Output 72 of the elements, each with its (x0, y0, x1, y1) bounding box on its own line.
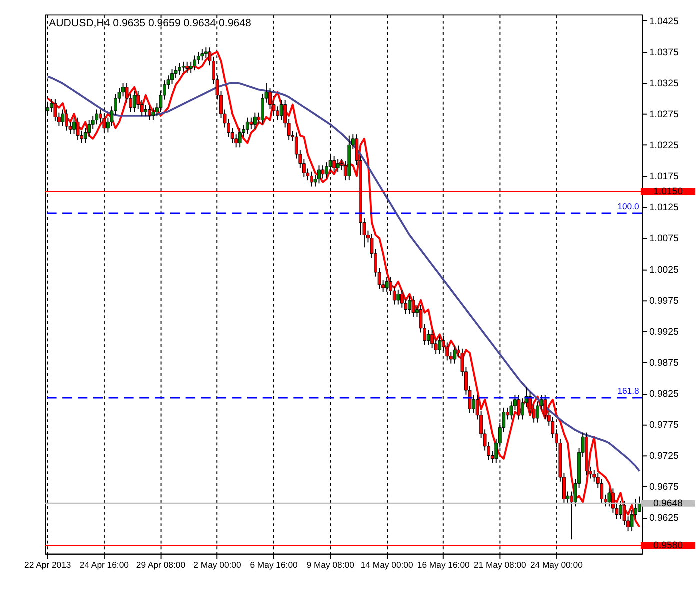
y-tick-label: 1.0025 (649, 264, 679, 276)
candlestick (412, 296, 416, 318)
x-tick-label: 24 May 00:00 (530, 560, 584, 570)
candlestick (186, 61, 190, 74)
candlestick (148, 104, 152, 121)
candlestick (65, 109, 68, 132)
x-tick-label: 14 May 00:00 (360, 560, 414, 570)
candlestick (321, 165, 325, 180)
candlestick (144, 104, 148, 118)
candlestick (246, 117, 250, 134)
candlestick (132, 90, 136, 113)
x-tick-label: 22 Apr 2013 (24, 560, 72, 570)
candlestick (280, 100, 284, 121)
x-tick-label: 2 May 00:00 (194, 560, 242, 570)
candlestick (178, 62, 182, 76)
candlestick (152, 107, 156, 121)
x-tick-label: 29 Apr 08:00 (136, 560, 186, 570)
y-tick-label: 1.0425 (649, 16, 679, 28)
annotation: 161.8 (618, 386, 640, 396)
candlestick (174, 66, 178, 79)
candlestick (426, 330, 430, 346)
y-tick-label: 0.9875 (649, 358, 679, 369)
y-tick-label: 1.0125 (649, 202, 679, 214)
x-tick-label: 24 Apr 16:00 (80, 560, 130, 570)
candlestick (54, 98, 58, 122)
line-series (46, 76, 641, 472)
chart-title: AUDUSD,H4 0.9635 0.9659 0.9634 0.9648 (49, 17, 252, 30)
line-series (46, 51, 641, 528)
candlestick (76, 117, 80, 141)
candlestick (72, 117, 76, 134)
y-tick-label: 1.0175 (649, 172, 679, 183)
candlestick (250, 117, 254, 130)
ref-line-label: 0.9580 (654, 540, 683, 552)
candlestick (204, 47, 208, 59)
y-tick-label: 0.9675 (649, 482, 679, 494)
y-tick-label: 0.9775 (649, 420, 679, 432)
candlestick (95, 109, 99, 126)
x-tick-label: 9 May 08:00 (306, 560, 355, 570)
y-tick-label: 1.0375 (649, 47, 679, 58)
y-tick-label: 1.0275 (649, 109, 679, 120)
y-tick-label: 0.9725 (649, 451, 679, 462)
candlestick (619, 500, 622, 520)
candlestick (238, 128, 242, 148)
x-tick-label: 16 May 16:00 (417, 560, 470, 570)
x-tick-label: 6 May 16:00 (250, 560, 298, 570)
candlestick (318, 165, 321, 184)
y-tick-label: 0.9975 (649, 296, 679, 307)
candlestick (608, 488, 612, 508)
candlestick (200, 49, 204, 62)
candlestick (182, 61, 186, 72)
ref-line-label: 1.0150 (654, 186, 683, 198)
y-tick-label: 0.9825 (649, 389, 679, 400)
candlestick (61, 109, 65, 127)
candlestick (453, 345, 457, 364)
candlestick (517, 395, 521, 420)
y-tick-label: 0.9925 (649, 326, 679, 338)
candlestick (332, 156, 336, 173)
y-tick-label: 1.0325 (649, 78, 679, 90)
candlestick (253, 112, 257, 130)
annotation: 100.0 (618, 202, 640, 212)
candlestick (170, 68, 174, 85)
candlestick (408, 296, 412, 315)
ref-line-label: 0.9648 (654, 498, 683, 510)
candlestick (438, 336, 442, 355)
y-tick-label: 1.0225 (649, 140, 679, 152)
candlestick (396, 289, 400, 306)
y-tick-label: 0.9625 (649, 513, 679, 524)
candlestick (336, 158, 340, 173)
candlestick (193, 55, 197, 72)
candlestick (310, 171, 314, 188)
x-tick-label: 21 May 08:00 (474, 560, 527, 570)
y-tick-label: 1.0075 (649, 234, 679, 245)
